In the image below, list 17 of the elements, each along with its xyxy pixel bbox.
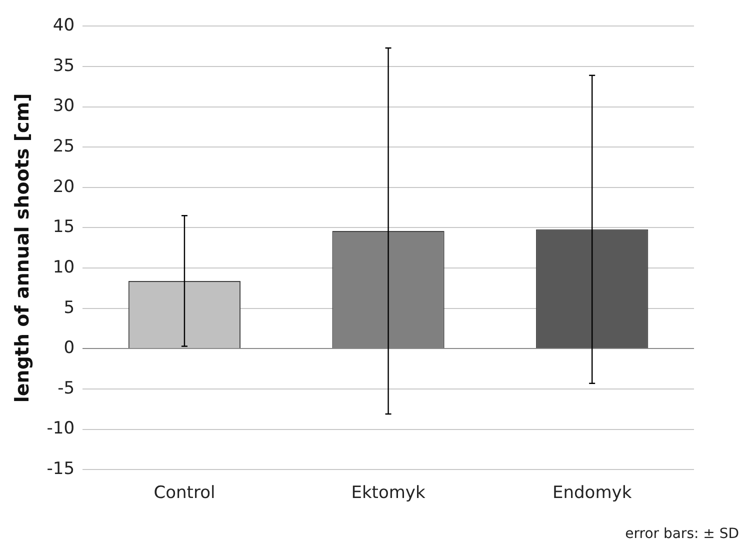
y-tick-label: 40 — [52, 16, 75, 36]
y-tick-label: 15 — [52, 217, 75, 238]
x-tick-label: Control — [154, 483, 216, 504]
y-tick-label: 0 — [64, 338, 75, 358]
y-tick-label: 35 — [52, 56, 75, 76]
x-tick-label: Endomyk — [552, 483, 632, 504]
x-tick-label: Ektomyk — [351, 483, 426, 504]
y-tick-label: 25 — [52, 136, 75, 157]
y-tick-label: -10 — [46, 418, 75, 439]
text: error bars: ± SD — [624, 526, 739, 542]
y-tick-label: 30 — [52, 96, 75, 116]
y-tick-label: -5 — [58, 378, 75, 398]
y-axis-title: length of annual shoots [cm] — [11, 93, 34, 403]
y-tick-label: 10 — [52, 257, 75, 278]
y-tick-label: 20 — [52, 176, 75, 197]
y-tick-label: 5 — [64, 298, 75, 318]
y-tick-label: -15 — [46, 459, 75, 480]
